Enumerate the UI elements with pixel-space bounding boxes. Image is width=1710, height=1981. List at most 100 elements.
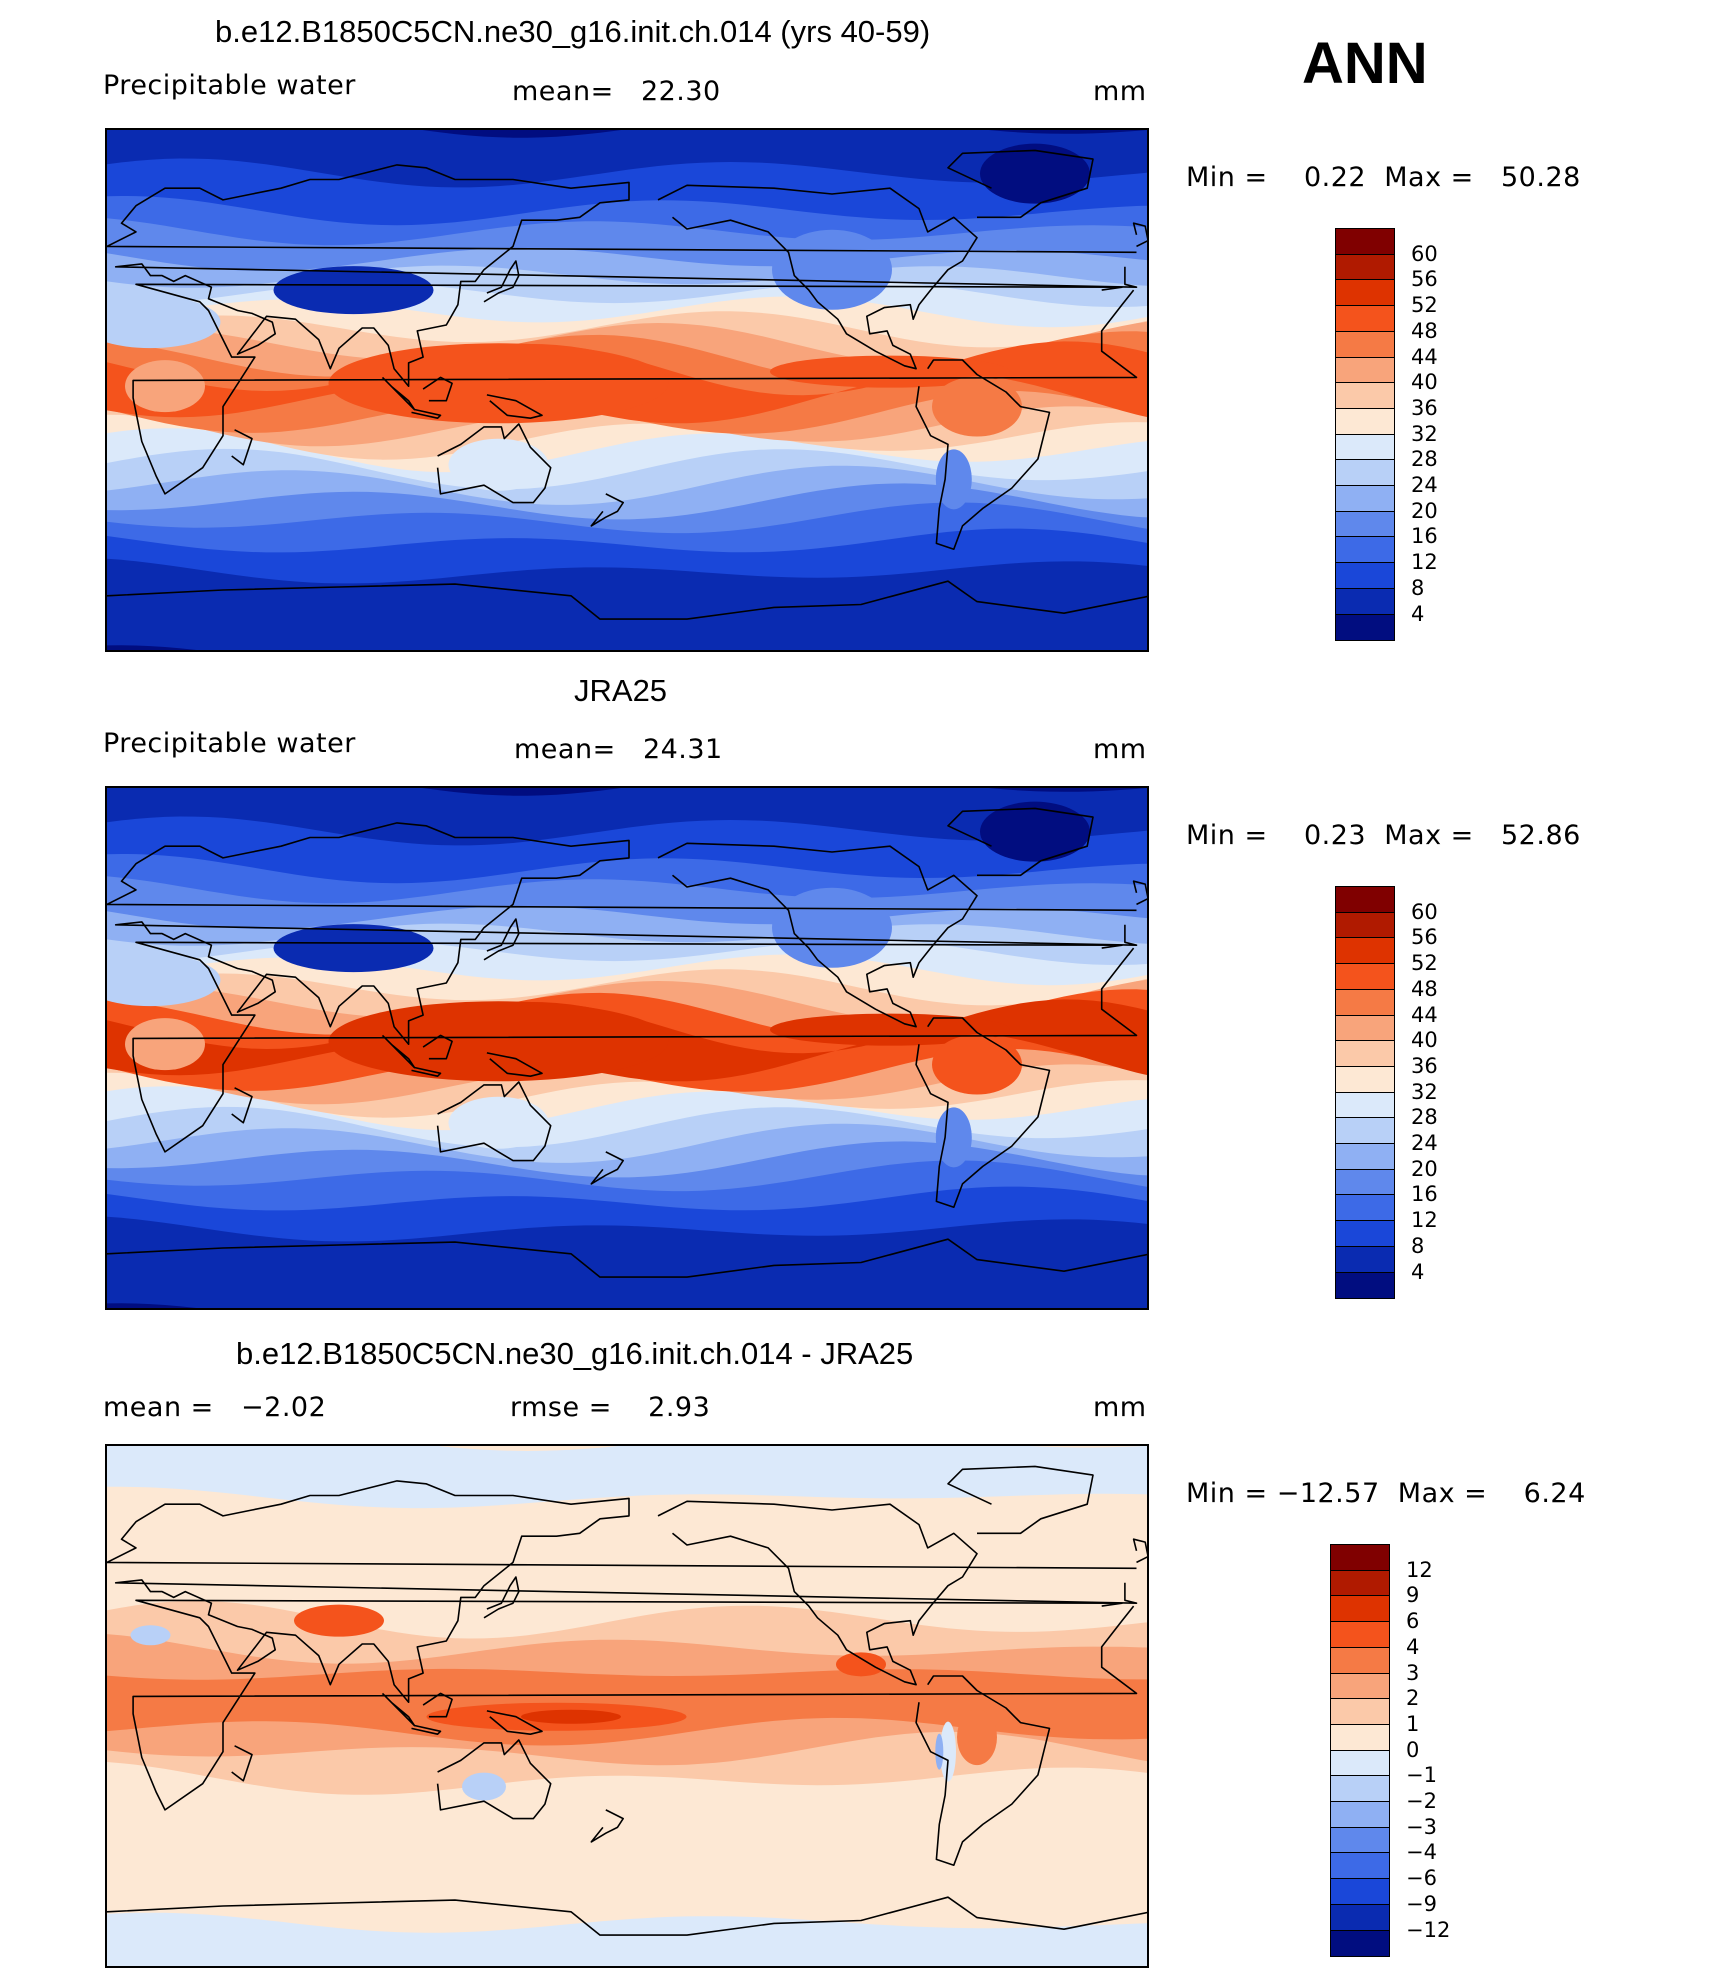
coastline <box>107 1238 1147 1278</box>
colorbar-box <box>1335 1245 1395 1273</box>
contour-region <box>328 1001 669 1082</box>
colorbar-box <box>1335 330 1395 358</box>
coastline <box>422 376 453 402</box>
colorbar-box <box>1335 911 1395 939</box>
panel-2-title: JRA25 <box>574 673 668 708</box>
colorbar-label: 9 <box>1406 1583 1420 1608</box>
colorbar-box <box>1335 988 1395 1016</box>
colorbar-label: 28 <box>1411 1105 1438 1130</box>
coastline <box>1132 222 1147 248</box>
colorbar-label: 60 <box>1411 899 1438 924</box>
coastline <box>436 423 552 504</box>
contour-region <box>932 1034 1022 1095</box>
colorbar-label: 24 <box>1411 1131 1438 1155</box>
coastline <box>231 1745 253 1782</box>
colorbar-label: 4 <box>1411 1259 1425 1284</box>
colorbar-label: 8 <box>1411 1233 1425 1258</box>
colorbar-box <box>1335 1117 1395 1145</box>
colorbar-label: 44 <box>1411 1002 1438 1027</box>
contour-region <box>521 1709 621 1724</box>
panel-1-mean: mean= 22.30 <box>512 76 721 107</box>
coastline <box>1132 1538 1147 1564</box>
contour-region <box>107 954 221 1007</box>
colorbar-box <box>1330 1595 1390 1623</box>
colorbar-label: 52 <box>1411 293 1438 318</box>
colorbar-box <box>1335 1271 1395 1299</box>
colorbar-box <box>1335 356 1395 384</box>
colorbar-box <box>1330 1852 1390 1880</box>
colorbar-box <box>1330 1878 1390 1906</box>
coastline <box>483 918 520 961</box>
map-canvas <box>107 788 1147 1308</box>
colorbar-label: 56 <box>1411 267 1438 292</box>
colorbar-box <box>1335 510 1395 538</box>
colorbar-box <box>1335 562 1395 590</box>
coastline <box>231 429 253 466</box>
coastline <box>1132 880 1147 906</box>
coastline <box>107 1480 1138 1704</box>
colorbar-label: 32 <box>1411 1079 1438 1104</box>
colorbar-label: 56 <box>1411 925 1438 950</box>
coastline <box>422 1034 453 1060</box>
coastline <box>947 807 1094 877</box>
panel-3-units: mm <box>1093 1392 1147 1423</box>
contour-region <box>957 1709 997 1766</box>
colorbar-box <box>1330 1775 1390 1803</box>
colorbar-label: 40 <box>1411 370 1438 395</box>
panel-2-map <box>105 786 1149 1310</box>
panel-3-minmax: Min = −12.57 Max = 6.24 <box>1186 1478 1586 1509</box>
colorbar-box <box>1335 587 1395 615</box>
colorbar-label: 4 <box>1406 1634 1420 1659</box>
contour-region <box>448 1096 549 1149</box>
coastline <box>107 164 1138 388</box>
colorbar-label: 0 <box>1406 1737 1420 1762</box>
colorbar-box <box>1335 1091 1395 1119</box>
contour-region <box>935 1733 944 1770</box>
colorbar-label: 48 <box>1411 976 1438 1001</box>
panel-1-variable: Precipitable water <box>103 70 356 101</box>
colorbar-label: 12 <box>1411 1208 1438 1233</box>
panel-1-title: b.e12.B1850C5CN.ne30_g16.init.ch.014 (yr… <box>215 14 931 49</box>
coastline <box>422 1692 453 1718</box>
colorbar-box <box>1330 1672 1390 1700</box>
panel-3-mean: mean = −2.02 <box>103 1392 327 1423</box>
contour-region <box>273 266 434 315</box>
coastline <box>132 941 1138 1153</box>
coastline <box>590 493 625 527</box>
colorbar-box <box>1335 1014 1395 1042</box>
colorbar-label: −1 <box>1406 1763 1437 1788</box>
colorbar-box <box>1335 1065 1395 1094</box>
colorbar-label: 8 <box>1411 575 1425 600</box>
panel-2-units: mm <box>1093 734 1147 765</box>
colorbar-box <box>1335 433 1395 461</box>
colorbar-label: 12 <box>1406 1557 1433 1582</box>
map-canvas <box>107 130 1147 650</box>
coastline <box>590 1151 625 1185</box>
contour-region <box>935 449 972 510</box>
colorbar-label: 12 <box>1411 550 1438 575</box>
colorbar-label: 4 <box>1411 601 1425 626</box>
colorbar-box <box>1335 305 1395 333</box>
panel-1-minmax: Min = 0.22 Max = 50.28 <box>1186 162 1581 193</box>
colorbar-label: 60 <box>1411 241 1438 266</box>
coastline <box>915 359 1051 551</box>
colorbar-label: 3 <box>1406 1660 1420 1685</box>
coastline <box>411 408 442 420</box>
contour-region <box>770 355 1010 388</box>
colorbar-label: 48 <box>1411 318 1438 343</box>
colorbar-label: 20 <box>1411 498 1438 523</box>
contour-region <box>273 924 434 973</box>
colorbar-label: 44 <box>1411 344 1438 369</box>
panel-2-mean: mean= 24.31 <box>514 734 723 765</box>
contour-region <box>980 801 1090 862</box>
coastline <box>486 394 543 420</box>
contour-region <box>836 1652 886 1677</box>
panel-2-variable: Precipitable water <box>103 728 356 759</box>
colorbar-box <box>1335 1143 1395 1171</box>
colorbar-label: 36 <box>1411 395 1438 420</box>
coastline <box>436 1739 552 1820</box>
colorbar-label: 40 <box>1411 1028 1438 1053</box>
colorbar-label: 28 <box>1411 447 1438 472</box>
colorbar-box <box>1330 1801 1390 1829</box>
coastline <box>657 184 978 370</box>
